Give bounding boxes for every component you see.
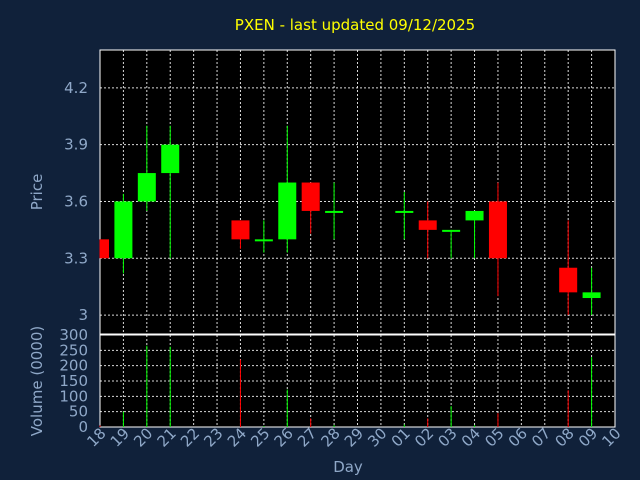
chart-title: PXEN - last updated 09/12/2025: [235, 16, 475, 34]
volume-tick-label: 250: [59, 341, 88, 359]
candle-body: [488, 201, 507, 259]
day-tick-label: 10: [598, 424, 624, 450]
volume-tick-label: 50: [69, 403, 88, 421]
volume-axis-label: Volume (0000): [28, 326, 46, 436]
price-tick-label: 3.6: [64, 192, 88, 210]
day-tick-label: 07: [528, 424, 554, 450]
candle-body: [559, 267, 578, 293]
candle-body: [278, 182, 297, 240]
day-tick-label: 05: [481, 424, 507, 450]
volume-tick-label: 150: [59, 372, 88, 390]
day-tick-label: 20: [130, 424, 156, 450]
candle-body: [301, 182, 320, 211]
candle-body: [442, 229, 461, 232]
volume-tick-label: 200: [59, 357, 88, 375]
day-tick-label: 24: [224, 424, 250, 450]
price-axis-label: Price: [28, 174, 46, 211]
price-tick-labels: 3 3.3 3.6 3.9 4.2: [64, 79, 88, 324]
day-tick-label: 29: [341, 424, 367, 450]
day-tick-label: 25: [247, 424, 273, 450]
candle-body: [100, 239, 109, 259]
candle-body: [254, 239, 273, 242]
candle-body: [582, 292, 601, 299]
day-tick-labels: 1819202122232425262728293001020304050607…: [83, 424, 624, 450]
volume-tick-label: 100: [59, 387, 88, 405]
day-tick-label: 23: [200, 424, 226, 450]
candle-body: [418, 220, 437, 230]
day-tick-label: 06: [505, 424, 531, 450]
day-tick-label: 27: [294, 424, 320, 450]
day-axis-label: Day: [333, 458, 363, 476]
volume-tick-label: 300: [59, 326, 88, 344]
candle-body: [395, 210, 414, 213]
day-tick-label: 30: [364, 424, 390, 450]
day-tick-label: 09: [575, 424, 601, 450]
volume-tick-label: 0: [78, 418, 88, 436]
day-tick-label: 04: [458, 424, 484, 450]
price-candles: [99, 125, 601, 316]
candle-body: [231, 220, 250, 240]
day-tick-label: 26: [271, 424, 297, 450]
candle-body: [325, 210, 344, 213]
price-tick-label: 4.2: [64, 79, 88, 97]
price-tick-label: 3.3: [64, 249, 88, 267]
day-tick-label: 19: [107, 424, 133, 450]
day-tick-label: 08: [552, 424, 578, 450]
day-tick-label: 01: [388, 424, 414, 450]
candle-body: [161, 144, 180, 174]
volume-bars: [99, 345, 593, 427]
price-tick-label: 3: [78, 306, 88, 324]
candle-body: [137, 173, 156, 202]
candle-body: [465, 210, 484, 221]
day-tick-label: 21: [154, 424, 180, 450]
day-tick-label: 02: [411, 424, 437, 450]
day-tick-label: 03: [434, 424, 460, 450]
candle-body: [114, 201, 133, 259]
price-tick-label: 3.9: [64, 136, 88, 154]
day-tick-label: 28: [317, 424, 343, 450]
day-tick-label: 22: [177, 424, 203, 450]
